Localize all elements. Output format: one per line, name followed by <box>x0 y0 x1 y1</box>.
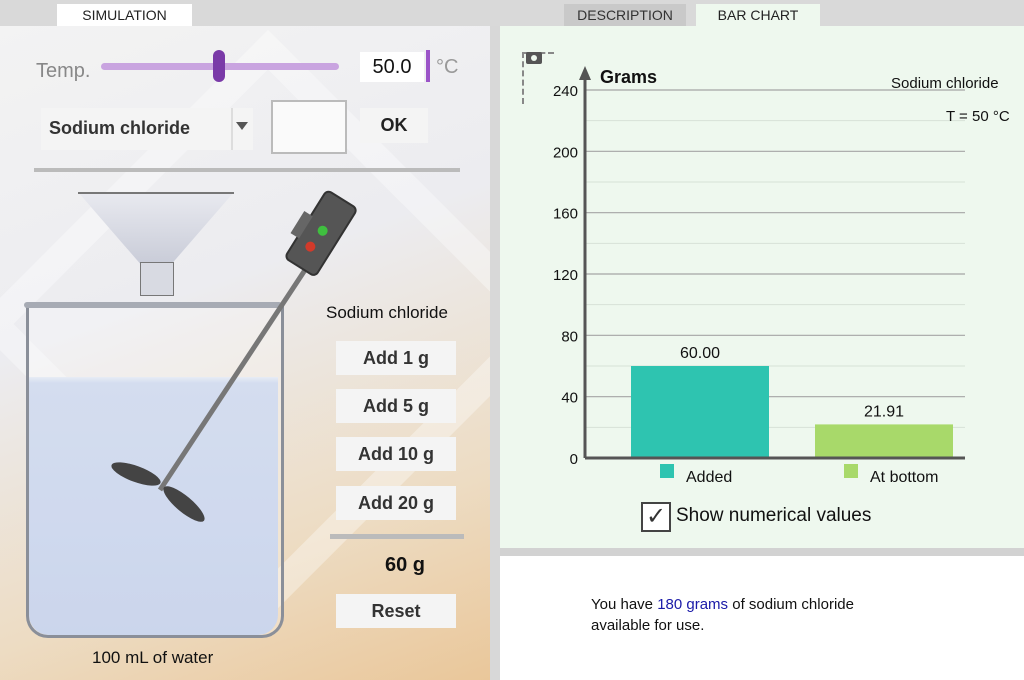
info-line2: available for use. <box>591 617 705 634</box>
y-tick-label: 240 <box>553 83 578 100</box>
bar-value-label: 60.00 <box>680 345 720 362</box>
y-tick-label: 120 <box>553 267 578 284</box>
add-1g-button[interactable]: Add 1 g <box>336 341 456 375</box>
stirrer-blades <box>111 462 205 522</box>
water-label: 100 mL of water <box>92 648 214 667</box>
funnel-neck <box>140 262 174 296</box>
info-prefix: You have <box>591 596 658 613</box>
tab-simulation[interactable]: SIMULATION <box>57 4 192 26</box>
bars <box>631 366 953 458</box>
show-values-checkbox[interactable]: ✓ <box>641 502 671 532</box>
y-tick-label: 40 <box>561 390 578 407</box>
tab-bar-chart[interactable]: BAR CHART <box>696 4 820 26</box>
add-20g-button[interactable]: Add 20 g <box>336 486 456 520</box>
y-axis-arrow <box>579 66 591 80</box>
legend-label: Added <box>686 469 732 486</box>
info-suffix: of sodium chloride <box>728 596 854 613</box>
add-10g-button[interactable]: Add 10 g <box>336 437 456 471</box>
y-axis-ticks: 0 40 80 120 160 200 240 <box>553 83 578 468</box>
chart-subtitle: Sodium chloride <box>891 75 999 92</box>
select-divider <box>231 108 233 150</box>
stirrer-motor <box>285 190 357 276</box>
legend-label: At bottom <box>870 469 938 486</box>
bar-value-labels: 60.00 21.91 <box>680 345 904 420</box>
ok-button[interactable]: OK <box>360 108 428 143</box>
legend-swatch <box>844 464 858 478</box>
bar-chart: 0 40 80 120 160 200 240 60.00 21.91 Grams Sodiu… <box>553 66 1010 486</box>
chart-temperature-note: T = 50 °C <box>946 108 1010 125</box>
funnel-rim <box>78 192 234 194</box>
y-tick-label: 80 <box>561 328 578 345</box>
substance-sample-preview <box>271 100 347 154</box>
water <box>29 377 278 635</box>
availability-info: You have 180 grams of sodium chloride av… <box>591 594 854 636</box>
stirrer-rod <box>157 268 308 492</box>
beaker <box>26 305 284 638</box>
bar-added <box>631 366 769 458</box>
temperature-indicator <box>426 50 430 82</box>
chart-title: Grams <box>600 67 657 87</box>
add-5g-button[interactable]: Add 5 g <box>336 389 456 423</box>
y-tick-label: 160 <box>553 206 578 223</box>
substance-select-value[interactable]: Sodium chloride <box>49 118 191 138</box>
tab-description[interactable]: DESCRIPTION <box>564 4 686 26</box>
y-tick-label: 200 <box>553 144 578 161</box>
temperature-slider-thumb[interactable] <box>213 50 225 82</box>
solute-label: Sodium chloride <box>326 303 448 322</box>
temperature-value: 50.0 <box>360 52 424 82</box>
temperature-label: Temp. <box>36 60 91 82</box>
panel-divider <box>500 548 1024 556</box>
chart-legend: Added At bottom <box>660 464 938 486</box>
info-panel <box>500 556 1024 680</box>
bar-value-label: 21.91 <box>864 403 904 420</box>
temperature-unit: °C <box>436 56 459 78</box>
y-tick-label: 0 <box>570 451 578 468</box>
stirrer-icon <box>111 190 357 522</box>
legend-swatch <box>660 464 674 478</box>
available-amount: 180 grams <box>657 596 729 613</box>
camera-lens <box>531 55 537 61</box>
divider <box>34 168 460 172</box>
beaker-rim <box>24 302 282 308</box>
bar-at-bottom <box>815 424 953 458</box>
show-values-label[interactable]: Show numerical values <box>676 505 872 526</box>
divider <box>330 534 464 539</box>
bar-chart-panel <box>500 26 1024 548</box>
chevron-down-icon[interactable] <box>236 122 248 130</box>
total-added-value: 60 g <box>385 554 426 576</box>
substance-select[interactable] <box>41 108 253 150</box>
reset-button[interactable]: Reset <box>336 594 456 628</box>
